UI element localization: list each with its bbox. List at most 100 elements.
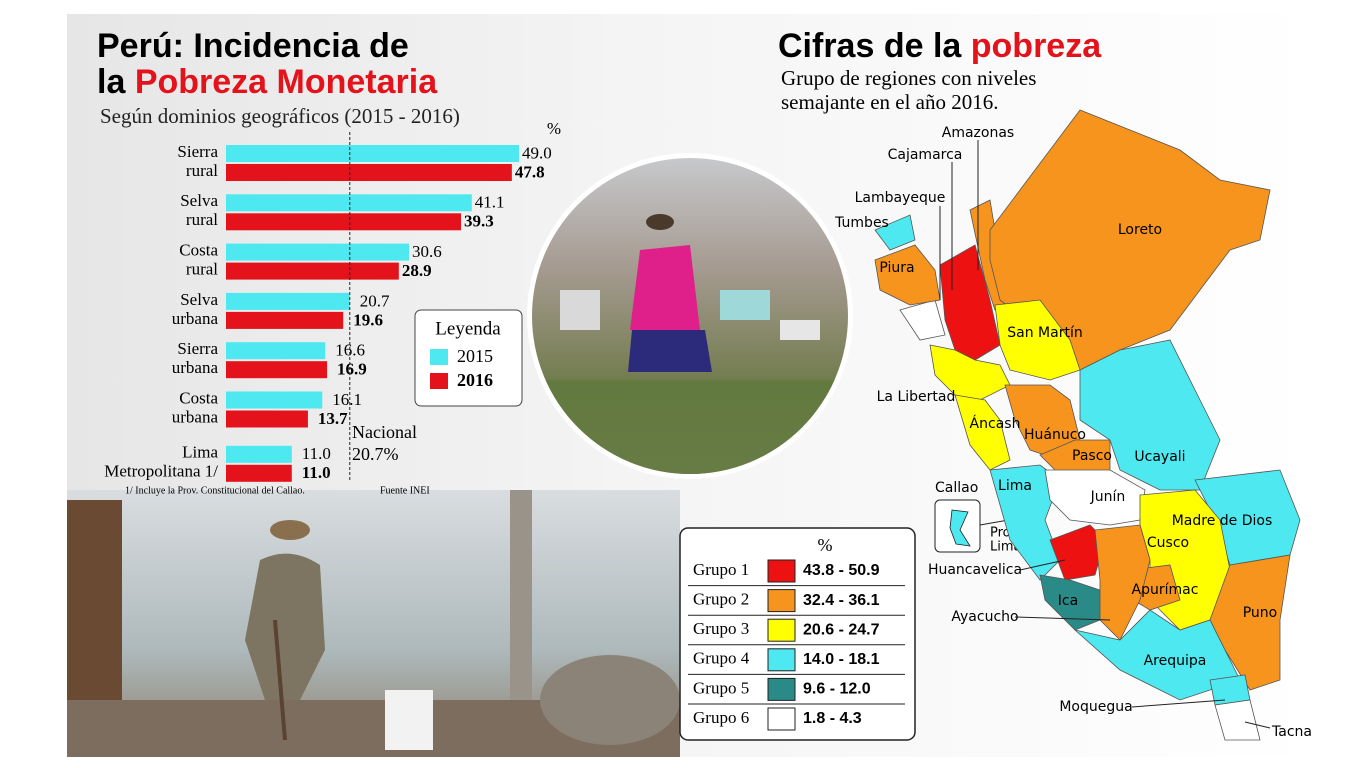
group-swatch <box>767 707 796 731</box>
region-label: Tacna <box>1271 724 1312 740</box>
region-label: Huánuco <box>1024 427 1086 443</box>
value-label: 49.0 <box>522 143 552 162</box>
region-label: Huancavelica <box>928 562 1022 578</box>
category-label: urbana <box>172 407 219 426</box>
value-label: 16.1 <box>332 390 362 409</box>
value-label: 19.6 <box>353 310 383 329</box>
legend-swatch <box>430 373 448 389</box>
bar <box>226 445 292 463</box>
group-name: Grupo 3 <box>693 619 749 638</box>
category-label: Sierra <box>177 142 218 161</box>
value-label: 39.3 <box>464 212 494 231</box>
group-swatch <box>767 648 796 672</box>
map-subtitle: semajante en el año 2016. <box>781 90 999 114</box>
bar <box>226 410 308 428</box>
value-label: 16.9 <box>337 360 367 379</box>
reference-value: 20.7% <box>352 444 399 464</box>
map-legend-unit: % <box>818 535 833 555</box>
map-title: Cifras de la pobreza <box>778 27 1102 65</box>
region-label: Madre de Dios <box>1172 513 1273 529</box>
category-label: rural <box>186 161 218 180</box>
category-label: Metropolitana 1/ <box>104 462 218 481</box>
chart-subtitle: Según dominios geográficos (2015 - 2016) <box>100 104 460 128</box>
bar <box>226 311 344 329</box>
group-swatch <box>767 677 796 701</box>
map-title-highlight: pobreza <box>971 27 1102 65</box>
region-label: Cajamarca <box>888 147 963 163</box>
category-label: Lima <box>182 443 218 462</box>
photo-elder <box>67 490 680 757</box>
leader-line <box>1019 559 1066 571</box>
legend-label: 2016 <box>457 370 493 390</box>
value-label: 47.8 <box>515 162 545 181</box>
category-label: rural <box>186 260 218 279</box>
region <box>1094 524 1151 641</box>
region <box>899 299 946 341</box>
region-label: Junín <box>1090 489 1126 505</box>
leader-line <box>1131 699 1226 708</box>
bar <box>226 292 350 310</box>
category-label: Costa <box>179 241 218 260</box>
bar <box>226 464 292 482</box>
group-range: 43.8 - 50.9 <box>803 562 880 579</box>
category-label: Selva <box>180 290 218 309</box>
bar <box>226 164 512 181</box>
value-label: 13.7 <box>318 409 348 428</box>
group-name: Grupo 5 <box>693 678 749 697</box>
bar <box>226 262 399 280</box>
region <box>874 214 916 251</box>
category-label: urbana <box>172 309 219 328</box>
value-label: 28.9 <box>402 261 432 280</box>
bar <box>226 342 326 360</box>
region-label: Áncash <box>970 415 1021 432</box>
region-label: Loreto <box>1118 222 1162 238</box>
value-label: 11.0 <box>302 463 331 482</box>
region-label: Pasco <box>1072 448 1112 464</box>
region <box>1214 699 1261 741</box>
group-swatch <box>767 559 796 583</box>
group-name: Grupo 6 <box>693 708 749 727</box>
region-label: La Libertad <box>877 389 956 405</box>
region-label: Lambayeque <box>855 190 946 206</box>
footnote: 1/ Incluye la Prov. Constitucional del C… <box>125 485 305 496</box>
group-range: 32.4 - 36.1 <box>803 592 880 609</box>
chart-title: Perú: Incidencia de <box>97 27 409 65</box>
callao-label: Callao <box>935 480 978 496</box>
group-swatch <box>767 618 796 642</box>
group-name: Grupo 2 <box>693 590 749 609</box>
chart-title-highlight: Pobreza Monetaria <box>135 63 438 101</box>
value-label: 11.0 <box>302 444 331 463</box>
bar <box>226 213 462 231</box>
leader-line <box>1014 616 1111 621</box>
bar <box>226 361 328 379</box>
group-range: 20.6 - 24.7 <box>803 621 880 638</box>
bar <box>226 391 323 409</box>
region-label: Lima <box>998 478 1032 494</box>
region <box>1044 469 1146 526</box>
region-label: Arequipa <box>1144 653 1207 669</box>
region-label: Apurímac <box>1132 582 1199 598</box>
region-label: Ica <box>1058 593 1078 609</box>
chart-title-part: la <box>97 63 126 101</box>
region-label: Amazonas <box>942 125 1014 141</box>
region-label: Ucayali <box>1134 449 1185 465</box>
leader-line <box>1244 721 1271 729</box>
callao-shape <box>949 509 971 547</box>
region <box>994 299 1081 381</box>
category-label: Costa <box>179 388 218 407</box>
unit-label: % <box>547 119 561 138</box>
region-label: Ayacucho <box>951 609 1018 625</box>
bar <box>226 194 472 212</box>
region <box>1073 609 1241 701</box>
group-name: Grupo 1 <box>693 560 749 579</box>
legend-swatch <box>430 349 448 365</box>
category-label: rural <box>186 210 218 229</box>
region-label: Moquegua <box>1059 699 1132 715</box>
region-label: Tumbes <box>834 215 889 231</box>
region-label: Cusco <box>1147 535 1189 551</box>
bar <box>226 145 520 162</box>
map-title-part: Cifras de la <box>778 27 962 65</box>
value-label: 20.7 <box>360 291 390 310</box>
